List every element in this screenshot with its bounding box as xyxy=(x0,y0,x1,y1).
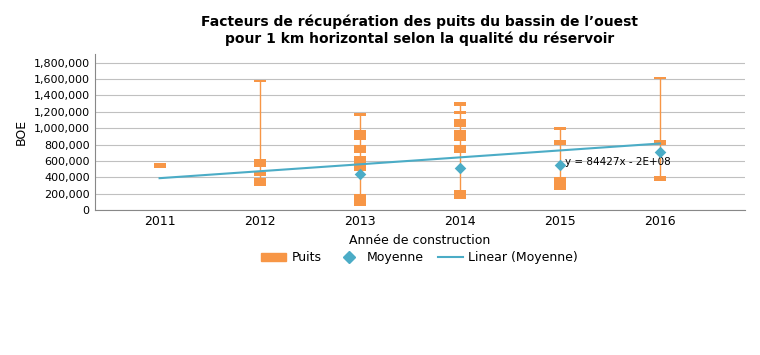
Bar xyxy=(254,178,266,186)
Bar xyxy=(353,156,366,171)
Point xyxy=(654,149,666,154)
Bar xyxy=(454,190,466,200)
Bar xyxy=(454,144,466,153)
Point xyxy=(454,165,466,170)
Bar xyxy=(353,113,366,116)
Bar xyxy=(254,80,266,82)
Bar xyxy=(454,130,466,141)
Bar xyxy=(554,126,566,130)
Bar xyxy=(654,77,666,79)
Bar xyxy=(154,163,166,168)
Bar xyxy=(654,140,666,144)
Bar xyxy=(454,111,466,114)
Bar xyxy=(454,119,466,126)
Bar xyxy=(254,159,266,167)
Y-axis label: BOE: BOE xyxy=(15,119,28,145)
Bar xyxy=(254,171,266,176)
Bar xyxy=(353,146,366,153)
Point xyxy=(353,172,366,178)
Bar xyxy=(353,130,366,141)
Legend: Puits, Moyenne, Linear (Moyenne): Puits, Moyenne, Linear (Moyenne) xyxy=(256,246,583,269)
Bar xyxy=(353,194,366,206)
Title: Facteurs de récupération des puits du bassin de l’ouest
pour 1 km horizontal sel: Facteurs de récupération des puits du ba… xyxy=(201,15,638,46)
X-axis label: Année de construction: Année de construction xyxy=(349,234,490,247)
Bar xyxy=(554,141,566,146)
Bar xyxy=(554,178,566,190)
Point xyxy=(554,163,566,168)
Bar xyxy=(454,102,466,106)
Text: y = 84427x - 2E+08: y = 84427x - 2E+08 xyxy=(565,157,670,167)
Bar xyxy=(654,176,666,181)
